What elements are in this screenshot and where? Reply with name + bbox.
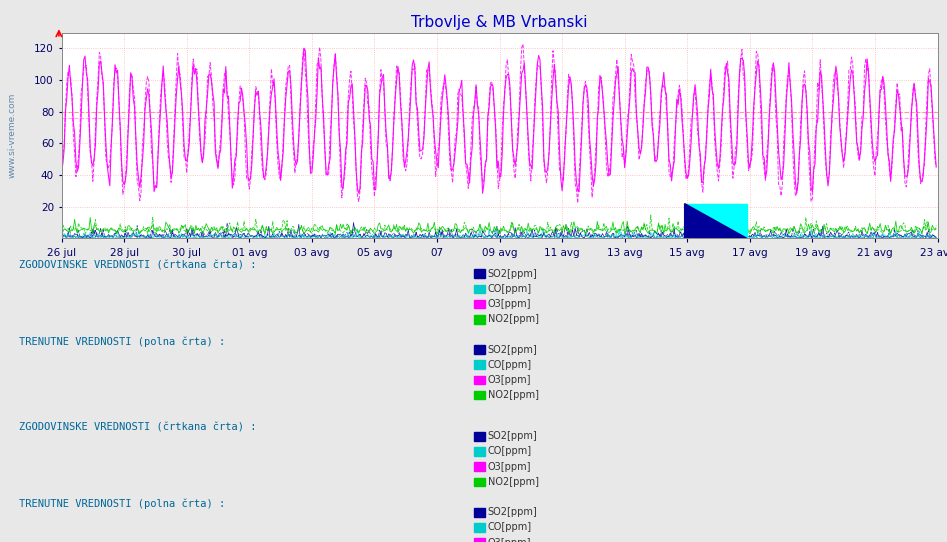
- Text: ZGODOVINSKE VREDNOSTI (črtkana črta) :: ZGODOVINSKE VREDNOSTI (črtkana črta) :: [19, 260, 257, 270]
- Text: SO2[ppm]: SO2[ppm]: [488, 507, 538, 517]
- Text: SO2[ppm]: SO2[ppm]: [488, 269, 538, 279]
- Text: NO2[ppm]: NO2[ppm]: [488, 314, 539, 324]
- Text: O3[ppm]: O3[ppm]: [488, 462, 531, 472]
- Text: SO2[ppm]: SO2[ppm]: [488, 345, 538, 354]
- Text: www.si-vreme.com: www.si-vreme.com: [8, 93, 17, 178]
- Bar: [685, 204, 747, 238]
- Text: ZGODOVINSKE VREDNOSTI (črtkana črta) :: ZGODOVINSKE VREDNOSTI (črtkana črta) :: [19, 423, 257, 433]
- Text: O3[ppm]: O3[ppm]: [488, 375, 531, 385]
- Polygon shape: [685, 204, 747, 238]
- Text: TRENUTNE VREDNOSTI (polna črta) :: TRENUTNE VREDNOSTI (polna črta) :: [19, 499, 225, 509]
- Title: Trbovlje & MB Vrbanski: Trbovlje & MB Vrbanski: [411, 15, 588, 30]
- Text: TRENUTNE VREDNOSTI (polna črta) :: TRENUTNE VREDNOSTI (polna črta) :: [19, 336, 225, 346]
- Text: CO[ppm]: CO[ppm]: [488, 360, 532, 370]
- Text: NO2[ppm]: NO2[ppm]: [488, 390, 539, 400]
- Polygon shape: [685, 204, 747, 238]
- Text: CO[ppm]: CO[ppm]: [488, 522, 532, 532]
- Text: O3[ppm]: O3[ppm]: [488, 538, 531, 542]
- Text: NO2[ppm]: NO2[ppm]: [488, 477, 539, 487]
- Text: CO[ppm]: CO[ppm]: [488, 284, 532, 294]
- Text: CO[ppm]: CO[ppm]: [488, 447, 532, 456]
- Text: O3[ppm]: O3[ppm]: [488, 299, 531, 309]
- Text: SO2[ppm]: SO2[ppm]: [488, 431, 538, 441]
